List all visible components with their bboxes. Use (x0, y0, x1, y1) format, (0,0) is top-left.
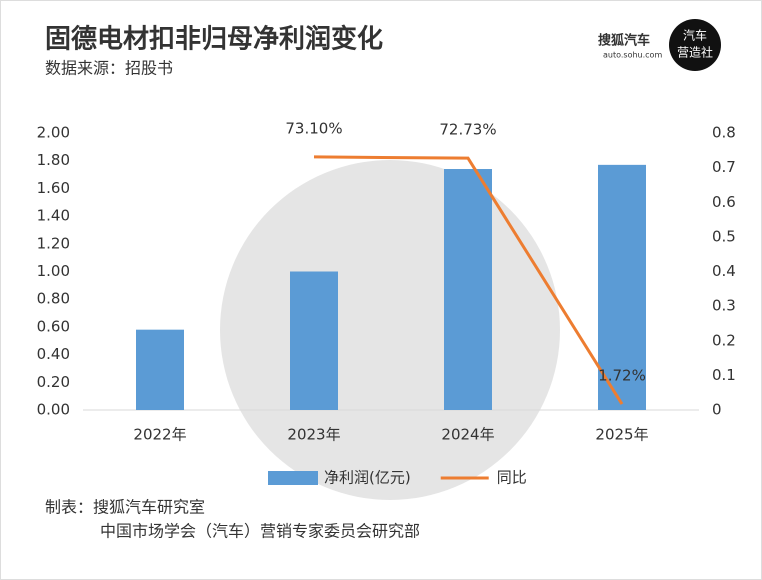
legend-label: 同比 (497, 469, 527, 487)
bar (290, 271, 338, 410)
x-tick-label: 2025年 (595, 426, 648, 444)
logo-badge-text: 汽车 (683, 28, 707, 43)
y-tick-label: 2.00 (37, 124, 70, 142)
chart-subtitle: 数据来源：招股书 (45, 59, 173, 78)
y-tick-label: 0.80 (37, 290, 70, 308)
footer-text: 制表：搜狐汽车研究室 (45, 498, 205, 517)
y-tick-label: 1.40 (37, 207, 70, 225)
data-label: 1.72% (598, 367, 646, 385)
watermark (220, 160, 560, 500)
y2-tick-label: 0.2 (712, 331, 736, 349)
y2-tick-label: 0.4 (712, 262, 736, 280)
data-label: 73.10% (285, 119, 342, 137)
logo-brand: 搜狐汽车 (598, 33, 650, 49)
y2-tick-label: 0.1 (712, 366, 736, 384)
logo-url: auto.sohu.com (603, 51, 662, 60)
y2-tick-label: 0.6 (712, 193, 736, 211)
x-tick-label: 2023年 (287, 426, 340, 444)
y-tick-label: 0.00 (37, 401, 70, 419)
y-tick-label: 1.20 (37, 234, 70, 252)
y-tick-label: 0.60 (37, 317, 70, 335)
y2-tick-label: 0.7 (712, 158, 736, 176)
legend-swatch (268, 471, 318, 485)
line (313, 155, 624, 405)
logo-badge (669, 19, 721, 71)
legend-label: 净利润(亿元) (324, 469, 411, 487)
y-tick-label: 1.80 (37, 151, 70, 169)
y2-tick-label: 0.5 (712, 227, 736, 245)
y2-tick-label: 0 (712, 401, 722, 419)
footer-text: 中国市场学会（汽车）营销专家委员会研究部 (100, 522, 420, 541)
y-tick-label: 0.40 (37, 345, 70, 363)
x-tick-label: 2024年 (441, 426, 494, 444)
bar (598, 164, 646, 410)
y-tick-label: 0.20 (37, 373, 70, 391)
bar (136, 329, 184, 410)
logo-badge-text: 营造社 (677, 45, 713, 60)
y-tick-label: 1.60 (37, 179, 70, 197)
bar (444, 169, 492, 410)
y2-tick-label: 0.8 (712, 124, 736, 142)
x-tick-label: 2022年 (133, 426, 186, 444)
y2-tick-label: 0.3 (712, 297, 736, 315)
chart-title: 固德电材扣非归母净利润变化 (45, 24, 383, 55)
y-tick-label: 1.00 (37, 262, 70, 280)
data-label: 72.73% (439, 121, 496, 139)
